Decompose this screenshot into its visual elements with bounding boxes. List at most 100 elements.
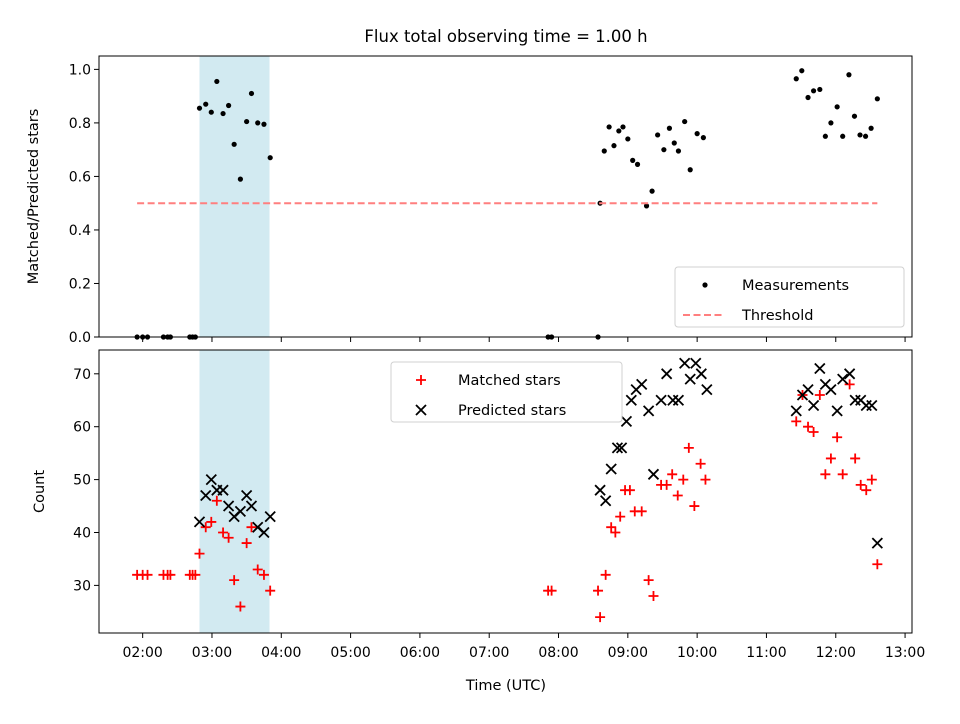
bottom-panel-ylabel: Count (32, 470, 48, 513)
y-tick-label: 0.6 (69, 169, 91, 185)
matched-star-point (672, 490, 683, 501)
matched-star-point (643, 575, 654, 586)
measurement-point (851, 113, 858, 119)
matched-star-point (636, 506, 647, 517)
predicted-star-point (871, 537, 883, 549)
measurement-point (231, 141, 237, 147)
y-tick-label: 0.4 (69, 223, 91, 239)
measurement-point (203, 101, 209, 107)
measurement-point (687, 167, 693, 173)
predicted-star-point (625, 394, 637, 406)
measurement-point (606, 124, 612, 130)
highlight-span (199, 350, 270, 633)
measurement-point (214, 78, 220, 85)
measurement-point (799, 68, 805, 74)
measurement-point (226, 102, 232, 109)
predicted-star-point (684, 373, 696, 385)
measurement-point (244, 118, 250, 125)
matched-star-point (850, 453, 861, 464)
predicted-star-point (264, 510, 276, 523)
measurement-point (649, 188, 655, 194)
matched-star-point (546, 585, 557, 596)
matched-star-point (683, 442, 694, 453)
chart-title: Flux total observing time = 1.00 h (364, 27, 647, 46)
matched-star-point (606, 522, 617, 533)
measurement-point (196, 105, 203, 111)
measurement-point (220, 110, 226, 117)
x-tick-label: 07:00 (469, 645, 509, 661)
matched-star-point (265, 585, 276, 596)
y-tick-label: 70 (73, 367, 91, 383)
measurement-point (630, 157, 636, 163)
matched-star-point (624, 485, 635, 496)
measurement-point (655, 132, 661, 138)
x-tick-label: 06:00 (400, 645, 440, 661)
matched-star-point (200, 522, 211, 533)
matched-star-point (194, 548, 205, 559)
predicted-star-point (701, 384, 713, 396)
measurement-point (862, 133, 869, 139)
predicted-star-point (615, 442, 628, 454)
measurement-point (237, 176, 243, 182)
x-tick-label: 04:00 (261, 645, 301, 661)
measurement-point (255, 120, 261, 126)
matched-star-point (837, 469, 848, 480)
predicted-star-point (837, 373, 849, 385)
axes-frame (98, 55, 913, 338)
x-axis-label: Time (UTC) (465, 678, 546, 694)
matched-star-point (595, 612, 606, 623)
y-tick-label: 0.8 (69, 116, 91, 132)
measurement-point (267, 155, 273, 161)
predicted-star-point (240, 489, 253, 502)
predicted-star-point (647, 468, 660, 480)
matched-star-point (235, 601, 246, 612)
predicted-star-point (217, 484, 229, 496)
predicted-star-point (849, 394, 861, 406)
measurement-point (810, 88, 817, 94)
matched-star-point (223, 532, 234, 543)
predicted-star-point (661, 368, 673, 380)
predicted-star-point (790, 405, 802, 417)
measurement-point (643, 203, 650, 209)
legend-label: Predicted stars (458, 403, 566, 419)
predicted-star-point (679, 357, 691, 369)
matched-star-point (252, 564, 263, 575)
predicted-star-point (234, 505, 247, 517)
matched-star-point (600, 569, 611, 580)
measurement-point (666, 125, 673, 131)
predicted-star-point (655, 394, 667, 406)
matched-star-point (165, 569, 176, 580)
measurement-point (611, 143, 617, 149)
predicted-star-point (695, 368, 707, 380)
predicted-star-point (205, 473, 217, 486)
y-tick-label: 0.2 (69, 276, 91, 292)
x-tick-label: 11:00 (746, 645, 786, 661)
matched-star-point (872, 559, 883, 570)
predicted-star-point (690, 357, 702, 369)
measurement-point (857, 132, 863, 138)
bottom-panel: 30 40 50 60 70 02:00 03:00 04:00 05:00 06:00 07:00… (32, 349, 925, 661)
predicted-star-point (636, 378, 648, 391)
matched-star-point (610, 527, 621, 538)
predicted-star-point (831, 405, 843, 417)
top-panel-ylabel: Matched/Predicted stars (26, 109, 42, 285)
x-tick-label: 02:00 (122, 645, 162, 661)
matched-star-point (820, 469, 831, 480)
y-tick-label: 60 (73, 420, 91, 436)
predicted-star-point (843, 368, 856, 380)
measurement-point (700, 135, 706, 141)
x-tick-label: 13:00 (885, 645, 925, 661)
matched-star-point (241, 538, 252, 549)
measurement-point (682, 118, 688, 125)
predicted-star-point (814, 362, 826, 375)
axes-frame (98, 349, 913, 634)
matched-star-point (678, 474, 689, 485)
legend-label: Threshold (741, 308, 813, 324)
matched-star-point (229, 575, 240, 586)
legend-label: Matched stars (458, 373, 561, 389)
predicted-star-point (642, 405, 655, 417)
measurement-point (828, 120, 834, 126)
x-tick-label: 03:00 (192, 645, 232, 661)
bottom-legend: Matched stars Predicted stars (390, 361, 623, 423)
